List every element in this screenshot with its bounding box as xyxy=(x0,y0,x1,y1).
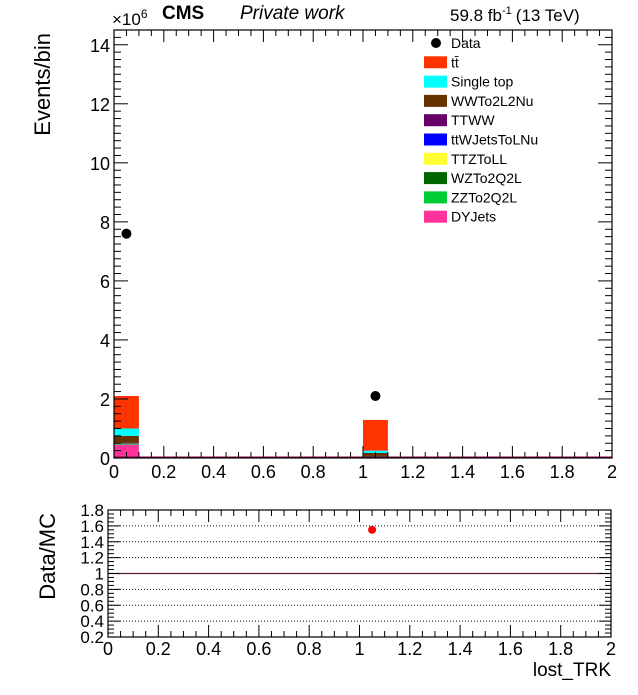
bar-bin0-series6 xyxy=(114,435,139,443)
ratio-y-tick-label: 0.4 xyxy=(80,612,104,631)
bar-bin0-series4 xyxy=(114,442,139,444)
ratio-x-tick-label: 1 xyxy=(354,639,364,659)
bar-bin1-series8 xyxy=(363,419,388,451)
bar-bin0-series5 xyxy=(114,442,139,444)
main-x-tick-label: 1 xyxy=(358,462,368,482)
ratio-x-tick-label: 0.6 xyxy=(246,639,271,659)
main-y-tick-label: 10 xyxy=(90,154,110,174)
main-y-tick-label: 14 xyxy=(90,36,110,56)
bar-bin0-series1 xyxy=(114,444,139,445)
ratio-x-tick-label: 0.8 xyxy=(297,639,322,659)
ratio-y-tick-label: 1.2 xyxy=(80,549,104,568)
ratio-x-tick-label: 1.6 xyxy=(498,639,523,659)
main-x-tick-label: 1.8 xyxy=(550,462,575,482)
ratio-y-tick-label: 0.2 xyxy=(80,628,104,647)
legend-label-0: Data xyxy=(451,35,481,51)
legend-label-2: Single top xyxy=(451,74,513,90)
legend: Data tt̄ Single top WWTo2L2Nu TTWW ttWJetsToL… xyxy=(424,35,538,225)
legend-swatch-9 xyxy=(424,210,447,223)
main-x-tick-label: 0.2 xyxy=(151,462,176,482)
legend-swatch-5 xyxy=(424,133,447,146)
ratio-point-0 xyxy=(368,525,377,534)
main-y-tick-label: 2 xyxy=(100,390,110,410)
ratio-plot: 0 0.2 0.4 0.6 0.8 1 1.2 1.4 1.6 1.8 20.20.40.60.81… xyxy=(80,501,616,659)
main-x-tick-label: 1.6 xyxy=(500,462,525,482)
legend-swatch-1 xyxy=(424,56,447,69)
main-y-axis-title: Events/bin xyxy=(30,33,55,136)
bar-bin0-series8 xyxy=(114,396,139,429)
legend-label-9: DYJets xyxy=(451,209,496,225)
lumi-exponent: -1 xyxy=(502,5,512,17)
ratio-x-tick-label: 0 xyxy=(103,639,113,659)
main-x-tick-label: 0.6 xyxy=(251,462,276,482)
main-y-tick-label: 0 xyxy=(100,449,110,469)
main-y-tick-label: 8 xyxy=(100,213,110,233)
bar-bin0-series3 xyxy=(114,443,139,444)
legend-swatch-3 xyxy=(424,94,447,107)
legend-swatch-7 xyxy=(424,172,447,185)
legend-label-7: WZTo2Q2L xyxy=(451,170,522,186)
private-work-label: Private work xyxy=(240,3,346,24)
ratio-y-tick-label: 1.8 xyxy=(80,501,104,520)
lumi-energy: (13 TeV) xyxy=(516,6,580,25)
legend-label-8: ZZTo2Q2L xyxy=(451,189,517,205)
ratio-y-tick-label: 1 xyxy=(95,565,104,584)
ratio-x-tick-label: 1.8 xyxy=(548,639,573,659)
lumi-value: 59.8 fb xyxy=(450,6,502,25)
y-multiplier-base: ×10 xyxy=(112,10,141,29)
legend-swatch-6 xyxy=(424,152,447,165)
main-x-tick-label: 0 xyxy=(109,462,119,482)
legend-swatch-4 xyxy=(424,114,447,127)
bar-bin1-series7 xyxy=(363,450,388,453)
main-plot-frame xyxy=(113,29,613,459)
ratio-x-tick-label: 0.4 xyxy=(196,639,221,659)
ratio-x-tick-label: 2 xyxy=(606,639,616,659)
main-y-tick-label: 4 xyxy=(100,331,110,351)
ratio-y-tick-label: 0.6 xyxy=(80,596,104,615)
x-axis-title: lost_TRK xyxy=(533,660,611,681)
main-x-tick-label: 1.4 xyxy=(450,462,475,482)
ratio-y-axis-title: Data/MC xyxy=(35,513,60,600)
lumi-label: 59.8 fb-1 (13 TeV) xyxy=(450,5,580,25)
main-plot: 0 0.2 0.4 0.6 0.8 1 1.2 1.4 1.6 1.8 2 0 2 4 6 8 10 12 14 xyxy=(90,29,617,482)
data-point-0 xyxy=(121,228,132,239)
legend-label-1: tt̄ xyxy=(451,54,459,70)
main-x-tick-label: 0.8 xyxy=(301,462,326,482)
main-y-tick-label: 6 xyxy=(100,272,110,292)
main-x-tick-label: 1.2 xyxy=(400,462,425,482)
bar-bin0-series7 xyxy=(114,428,139,436)
ratio-y-tick-label: 1.6 xyxy=(80,517,104,536)
y-multiplier-exponent: 6 xyxy=(141,7,148,21)
legend-swatch-8 xyxy=(424,191,447,204)
legend-label-5: ttWJetsToLNu xyxy=(451,132,538,148)
ratio-y-tick-label: 0.8 xyxy=(80,580,104,599)
cms-label: CMS xyxy=(162,3,204,24)
main-y-tick-label: 12 xyxy=(90,95,110,115)
legend-label-4: TTWW xyxy=(451,112,495,128)
ratio-y-tick-label: 1.4 xyxy=(80,533,104,552)
ratio-x-tick-label: 1.4 xyxy=(448,639,473,659)
legend-swatch-2 xyxy=(424,75,447,88)
main-x-tick-label: 2 xyxy=(607,462,617,482)
legend-data-marker xyxy=(431,38,441,48)
bar-bin0-series2 xyxy=(114,443,139,445)
ratio-x-tick-label: 1.2 xyxy=(397,639,422,659)
y-multiplier: ×106 xyxy=(112,7,148,29)
data-point-1 xyxy=(370,391,381,402)
ratio-x-tick-label: 0.2 xyxy=(146,639,171,659)
main-x-tick-label: 0.4 xyxy=(201,462,226,482)
legend-label-6: TTZToLL xyxy=(451,151,507,167)
bar-bin0-series0 xyxy=(114,444,139,458)
legend-label-3: WWTo2L2Nu xyxy=(451,93,533,109)
